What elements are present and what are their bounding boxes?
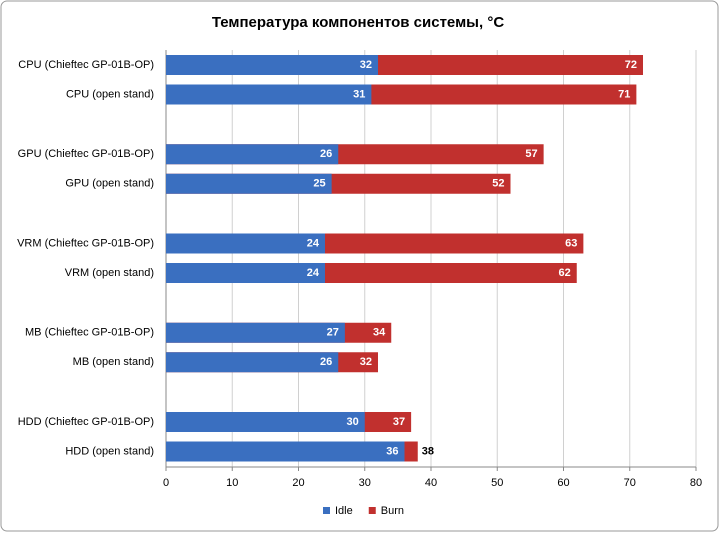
y-tick-label: MB (Chieftec GP-01B-OP) <box>25 327 154 339</box>
bar <box>166 233 325 254</box>
x-tick-label: 50 <box>491 477 503 489</box>
y-tick-label: HDD (Chieftec GP-01B-OP) <box>18 416 154 428</box>
bar <box>166 322 345 343</box>
legend-swatch <box>323 507 330 514</box>
value-label: 26 <box>320 356 332 368</box>
x-tick-label: 20 <box>292 477 304 489</box>
bar <box>166 55 378 75</box>
value-label: 63 <box>565 237 577 249</box>
y-tick-label: GPU (Chieftec GP-01B-OP) <box>18 148 154 160</box>
legend-swatch <box>368 507 376 514</box>
y-tick-label: VRM (open stand) <box>65 267 154 279</box>
value-label: 37 <box>393 416 405 428</box>
x-tick-label: 0 <box>163 477 169 489</box>
value-label: 36 <box>386 445 398 457</box>
y-tick-label: CPU (Chieftec GP-01B-OP) <box>18 59 154 71</box>
value-label: 34 <box>373 327 386 339</box>
x-tick-label: 10 <box>226 477 238 489</box>
bar <box>166 84 372 105</box>
bar <box>166 352 339 373</box>
bar <box>166 144 339 165</box>
value-label: 25 <box>313 178 325 190</box>
x-tick-label: 70 <box>624 477 636 489</box>
value-label: 72 <box>625 59 637 71</box>
bar <box>166 263 325 283</box>
value-label: 38 <box>422 445 434 457</box>
value-label: 32 <box>360 356 372 368</box>
x-tick-label: 60 <box>557 477 569 489</box>
value-label: 32 <box>360 59 372 71</box>
bar <box>166 173 332 194</box>
value-label: 52 <box>492 178 504 190</box>
y-tick-label: MB (open stand) <box>73 356 154 368</box>
x-tick-label: 80 <box>690 477 702 489</box>
value-label: 57 <box>525 148 537 160</box>
y-tick-label: GPU (open stand) <box>65 178 154 190</box>
value-label: 26 <box>320 148 332 160</box>
y-tick-label: CPU (open stand) <box>66 88 154 100</box>
y-tick-label: HDD (open stand) <box>65 445 154 457</box>
y-tick-label: VRM (Chieftec GP-01B-OP) <box>17 237 154 249</box>
legend-label: Burn <box>381 505 404 517</box>
value-label: 62 <box>559 267 571 279</box>
x-tick-label: 30 <box>359 477 371 489</box>
x-tick-label: 40 <box>425 477 437 489</box>
value-label: 24 <box>307 237 320 249</box>
value-label: 24 <box>307 267 320 279</box>
chart-title: Температура компонентов системы, °C <box>212 14 504 31</box>
bar <box>166 441 405 462</box>
bar <box>166 412 365 432</box>
legend-label: Idle <box>335 505 353 517</box>
value-label: 31 <box>353 88 365 100</box>
value-label: 27 <box>327 327 339 339</box>
value-label: 30 <box>347 416 359 428</box>
value-label: 71 <box>618 88 630 100</box>
